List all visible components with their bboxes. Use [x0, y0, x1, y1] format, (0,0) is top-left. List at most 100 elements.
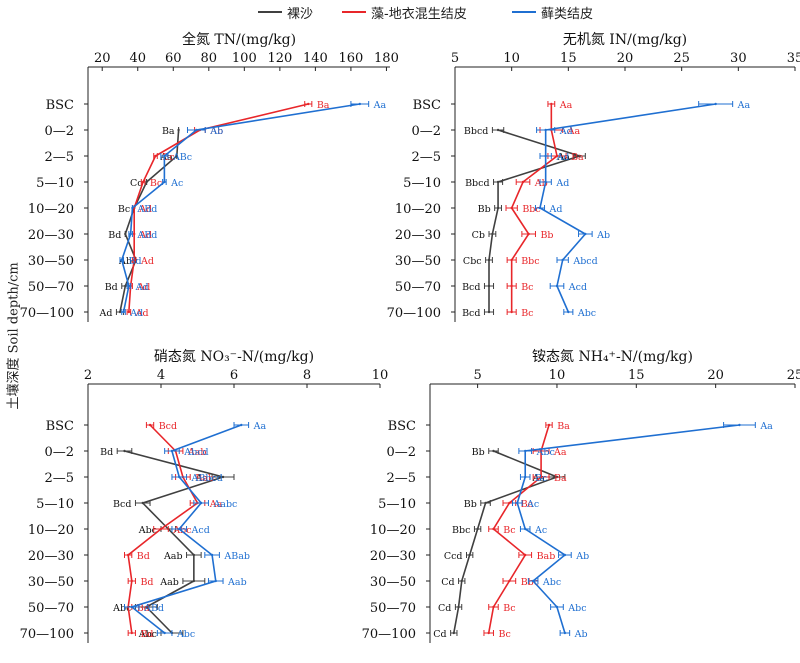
data-point-no3-bare-sand — [145, 605, 148, 609]
data-label-tn-algae-lichen-crust: Ad — [140, 256, 154, 267]
panel-in: 无机氮 IN/(mg/kg) 5 10 15 20 25 30 35 BSC 0—2 2—5 5—10… — [387, 32, 800, 322]
data-point-no3-moss-crust — [199, 501, 203, 505]
legend-swatch-algae-lichen-crust — [342, 11, 366, 13]
data-label-tn-bare-sand: Bd — [105, 282, 118, 293]
data-point-tn-bare-sand — [124, 284, 127, 288]
data-label-tn-moss-crust: Bd — [129, 256, 142, 267]
data-point-nh4-bare-sand — [476, 527, 479, 531]
data-label-no3-bare-sand: Aab — [163, 551, 183, 562]
y-tick-label-no3: BSC — [46, 419, 74, 434]
data-label-nh4-moss-crust: Abc — [567, 603, 586, 614]
data-point-in-algae-lichen-crust — [550, 102, 553, 106]
data-point-nh4-algae-lichen-crust — [508, 501, 511, 505]
data-label-no3-bare-sand: Abc — [138, 629, 157, 640]
y-tick-label-no3: 70—100 — [20, 627, 74, 642]
data-point-nh4-moss-crust — [738, 423, 741, 427]
data-point-no3-bare-sand — [141, 501, 144, 505]
data-label-in-algae-lichen-crust: Bbc — [522, 204, 540, 215]
y-tick-label-in: 10—20 — [395, 202, 441, 217]
y-tick-label-in: 2—5 — [411, 150, 441, 165]
data-label-no3-moss-crust: ABd — [143, 603, 164, 614]
data-point-tn-moss-crust — [120, 258, 123, 262]
data-label-tn-algae-lichen-crust: Ab — [209, 126, 223, 137]
legend-label-bare-sand: 裸沙 — [287, 6, 314, 22]
data-label-nh4-bare-sand: Bbc — [452, 525, 470, 536]
y-tick-label-no3: 0—2 — [44, 445, 74, 460]
data-label-tn-algae-lichen-crust: Ad — [138, 230, 152, 241]
data-label-no3-algae-lichen-crust: Bd — [140, 577, 153, 588]
data-point-tn-algae-lichen-crust — [141, 180, 145, 184]
data-point-in-bare-sand — [496, 180, 500, 184]
data-label-no3-algae-lichen-crust: Bab — [195, 473, 214, 484]
data-point-in-moss-crust — [538, 206, 542, 210]
data-point-nh4-moss-crust — [516, 501, 519, 505]
x-tick-label-tn: 140 — [303, 51, 328, 66]
y-tick-label-no3: 30—50 — [28, 575, 74, 590]
data-point-in-algae-lichen-crust — [510, 258, 513, 262]
series-line-no3-bare-sand — [124, 450, 226, 634]
data-point-tn-moss-crust — [127, 284, 131, 288]
data-point-no3-moss-crust — [130, 605, 133, 609]
data-label-in-algae-lichen-crust: Ab — [534, 178, 548, 189]
data-point-nh4-algae-lichen-crust — [539, 475, 543, 479]
data-label-in-moss-crust: Ad — [559, 126, 573, 137]
data-label-nh4-moss-crust: Ab — [575, 551, 589, 562]
data-point-nh4-algae-lichen-crust — [547, 423, 551, 427]
data-label-no3-algae-lichen-crust: Aab — [187, 447, 207, 458]
y-tick-label-tn: 50—70 — [28, 280, 74, 295]
data-point-nh4-moss-crust — [524, 449, 527, 453]
series-line-in-bare-sand — [488, 129, 583, 312]
data-label-nh4-algae-lichen-crust: Bc — [521, 499, 533, 510]
data-point-in-bare-sand — [487, 258, 491, 262]
data-label-in-moss-crust: Acd — [568, 282, 587, 293]
data-label-in-moss-crust: Ad — [555, 152, 569, 163]
y-tick-label-nh4: 50—70 — [370, 601, 416, 616]
data-label-nh4-bare-sand: Cd — [433, 629, 446, 640]
data-label-no3-bare-sand: Bcd — [113, 499, 131, 510]
data-label-nh4-moss-crust: Abc — [542, 577, 561, 588]
data-point-in-moss-crust — [544, 154, 547, 158]
data-point-nh4-algae-lichen-crust — [492, 605, 495, 609]
data-label-tn-algae-lichen-crust: Bc — [150, 178, 162, 189]
data-point-tn-algae-lichen-crust — [132, 258, 136, 262]
y-tick-label-tn: 70—100 — [20, 306, 74, 321]
data-point-no3-bare-sand — [123, 449, 126, 453]
y-tick-label-in: 0—2 — [411, 124, 441, 139]
data-point-nh4-bare-sand — [460, 579, 463, 583]
data-point-in-bare-sand — [496, 128, 500, 132]
data-label-no3-moss-crust: Aabc — [212, 499, 237, 510]
data-label-no3-algae-lichen-crust: Aa — [209, 499, 223, 510]
data-point-in-moss-crust — [584, 232, 587, 236]
y-tick-label-tn: 10—20 — [28, 202, 74, 217]
y-tick-label-in: 5—10 — [403, 176, 441, 191]
data-point-no3-bare-sand — [221, 475, 225, 479]
data-label-tn-moss-crust: Ad — [129, 308, 143, 319]
data-label-no3-algae-lichen-crust: Bcd — [159, 421, 177, 432]
legend-swatch-moss-crust — [512, 11, 536, 13]
data-label-nh4-moss-crust: Ab — [574, 629, 588, 640]
data-point-nh4-bare-sand — [452, 631, 456, 635]
data-label-in-bare-sand: Bbcd — [465, 178, 489, 189]
y-tick-label-in: 30—50 — [395, 254, 441, 269]
data-label-nh4-algae-lichen-crust: Bc — [503, 525, 515, 536]
series-line-tn-moss-crust — [120, 103, 360, 313]
data-label-in-algae-lichen-crust: Bbc — [521, 256, 539, 267]
data-label-tn-algae-lichen-crust: Ad — [136, 282, 150, 293]
legend-label-moss-crust: 藓类结皮 — [541, 6, 594, 22]
data-point-nh4-algae-lichen-crust — [539, 449, 543, 453]
x-tick-label-tn: 60 — [165, 51, 182, 66]
data-label-in-algae-lichen-crust: Bc — [521, 308, 533, 319]
data-point-no3-bare-sand — [192, 579, 196, 583]
data-label-in-bare-sand: Bcd — [462, 282, 480, 293]
x-tick-label-tn: 160 — [339, 51, 364, 66]
data-label-no3-moss-crust: ABbcd — [191, 473, 223, 484]
data-point-no3-moss-crust — [178, 475, 181, 479]
data-point-tn-bare-sand — [124, 232, 127, 236]
data-label-in-moss-crust: Aa — [737, 100, 751, 111]
data-point-tn-moss-crust — [129, 232, 132, 236]
chart-title-tn: 全氮 TN/(mg/kg) — [182, 31, 296, 48]
legend-swatch-bare-sand — [258, 11, 282, 13]
data-label-nh4-algae-lichen-crust: Bc — [498, 629, 510, 640]
data-point-in-moss-crust — [544, 128, 547, 132]
data-label-tn-moss-crust: ABd — [136, 230, 157, 241]
